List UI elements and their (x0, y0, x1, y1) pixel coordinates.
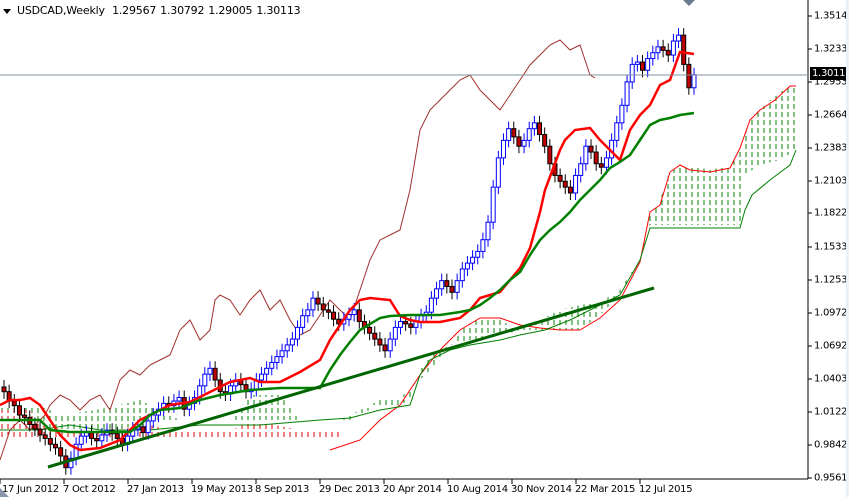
chikou-span-line (0, 39, 596, 461)
x-axis-ticks (0, 479, 641, 484)
x-tick-label: 17 Jun 2012 (2, 484, 59, 495)
x-tick-label: 29 Dec 2013 (319, 484, 380, 495)
y-tick-label: 0.95615 (814, 472, 849, 484)
y-axis-ticks (808, 15, 812, 479)
y-tick-label: 1.09725 (814, 307, 849, 319)
ascending-trendline (47, 286, 655, 469)
y-tick-label: 1.32335 (814, 43, 849, 55)
symbol-timeframe: USDCAD,Weekly (17, 4, 105, 17)
chart-shift-marker (683, 0, 695, 6)
x-tick-label: 7 Oct 2012 (63, 484, 116, 495)
x-tick-label: 30 Nov 2014 (511, 484, 572, 495)
y-tick-label: 1.06920 (814, 340, 849, 352)
ohlc-low: 1.29005 (208, 4, 253, 17)
x-tick-label: 22 Mar 2015 (575, 484, 636, 495)
y-tick-label: 1.15335 (814, 241, 849, 253)
x-tick-label: 19 May 2013 (191, 484, 253, 495)
y-tick-label: 1.18225 (814, 207, 849, 219)
y-tick-label: 1.21030 (814, 175, 849, 187)
y-tick-label: 1.04030 (814, 373, 849, 385)
y-tick-label: 1.26640 (814, 109, 849, 121)
y-tick-label: 1.01225 (814, 406, 849, 418)
x-tick-label: 8 Sep 2013 (255, 484, 310, 495)
y-tick-label: 1.12530 (814, 274, 849, 286)
x-tick-label: 12 Jul 2015 (639, 484, 693, 495)
y-tick-label: 1.35140 (814, 10, 849, 22)
chart-header: USDCAD,Weekly 1.29567 1.30792 1.29005 1.301… (3, 4, 304, 17)
x-tick-label: 27 Jan 2013 (127, 484, 184, 495)
kijun-sen-line (0, 111, 695, 434)
y-tick-label: 1.29530 (814, 76, 849, 88)
x-tick-label: 10 Aug 2014 (447, 484, 508, 495)
current-price-tag: 1.30113 (810, 67, 849, 80)
ichimoku-cloud (0, 85, 797, 451)
scroll-corner-marker (0, 488, 9, 497)
candlestick-series (1, 28, 697, 475)
x-tick-label: 20 Apr 2014 (383, 484, 442, 495)
ohlc-open: 1.29567 (112, 4, 157, 17)
dropdown-triangle-icon[interactable] (3, 8, 11, 14)
tenkan-sen-line (0, 50, 695, 452)
ohlc-close: 1.30113 (256, 4, 301, 17)
y-tick-label: 1.23835 (814, 142, 849, 154)
ohlc-high: 1.30792 (160, 4, 205, 17)
window-edge (846, 0, 849, 497)
